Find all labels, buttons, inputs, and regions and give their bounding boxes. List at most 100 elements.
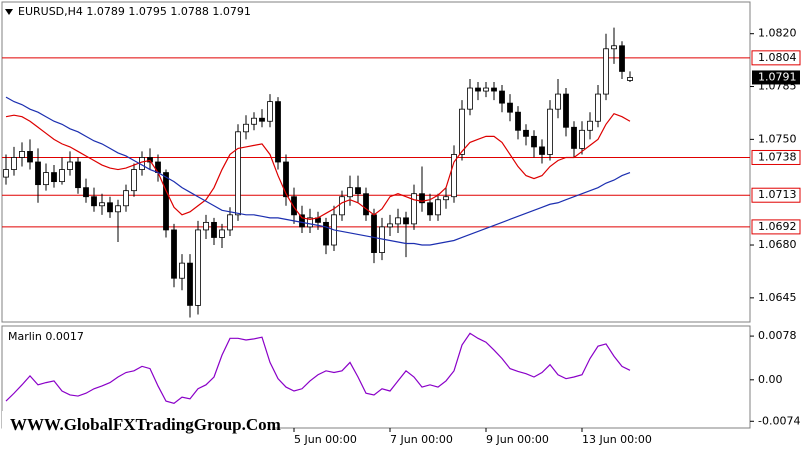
watermark-box [2,411,272,440]
last-price-label: 1.0791 [758,70,797,83]
y-tick-label: 0.0078 [758,329,797,342]
candle-body [475,87,481,92]
candle-body [531,135,537,148]
candle-body [507,102,513,113]
candle-body [539,146,545,155]
candle-body [347,187,353,198]
level-label-box [751,187,801,203]
candle-body [251,117,257,125]
candle-body [235,131,241,216]
candle-body [451,154,457,198]
candle-body [371,214,377,253]
candle-body [11,157,17,170]
last-price-box [752,70,800,85]
candle-body [219,229,225,238]
candle-body [571,126,577,149]
candle-body [19,151,25,158]
candle-body [403,217,409,225]
y-tick-label: 1.0820 [758,27,797,40]
candle-body [419,193,425,204]
candle-body [91,196,97,207]
candle-body [131,169,137,192]
x-tick-label: 5 Jun 00:00 [294,433,357,446]
candle-body [491,87,497,92]
candle-body [627,77,633,81]
candle-body [27,151,33,163]
candle-body [291,196,297,216]
x-tick-label: 13 Jun 00:00 [582,433,652,446]
candle-body [355,187,361,195]
candle-body [179,262,185,279]
y-tick-label: 0.00 [758,373,783,386]
candle-body [123,190,129,207]
candle-body [595,93,601,122]
x-tick-label: 9 Jun 00:00 [486,433,549,446]
candle-body [211,221,217,238]
indicator-line [5,332,631,404]
candle-body [363,193,369,216]
y-tick-label: 1.0680 [758,238,797,251]
candle-body [523,129,529,137]
candle-body [267,101,273,122]
candle-body [171,229,177,279]
candle-body [99,202,105,207]
level-label-box [751,149,801,165]
candle-body [515,111,521,131]
candle-body [499,90,505,104]
candle-body [323,221,329,246]
y-tick-label: -0.0074 [758,414,800,427]
candle-body [43,172,49,186]
candle-body [67,161,73,170]
moving-average [5,112,631,220]
candle-body [387,223,393,228]
candle-body [587,120,593,131]
candle-body [619,45,625,72]
chart-title: EURUSD,H4 1.0789 1.0795 1.0788 1.0791 [18,5,251,18]
candle-body [195,229,201,306]
candle-body [275,101,281,163]
level-label: 1.0804 [758,51,797,64]
candle-body [555,93,561,110]
candle-body [611,45,617,50]
watermark: WWW.GlobalFXTradingGroup.Com [10,415,281,434]
candle-body [283,161,289,198]
level-label: 1.0713 [758,188,797,201]
candle-body [163,172,169,231]
x-tick-label: 7 Jun 00:00 [390,433,453,446]
candle-body [603,48,609,95]
candle-body [307,217,313,228]
level-label-box [751,219,801,235]
candle-body [467,87,473,110]
candle-body [51,172,57,183]
candle-body [259,117,265,122]
candle-body [411,193,417,225]
candle-body [83,187,89,198]
candle-body [427,202,433,216]
indicator-title: Marlin 0.0017 [8,330,84,343]
candle-body [35,161,41,186]
candle-body [443,196,449,201]
candle-body [147,157,153,163]
main-panel [1,1,751,323]
candle-body [3,169,9,178]
y-tick-label: 1.0645 [758,291,797,304]
candle-body [435,199,441,216]
candle-body [75,161,81,189]
candle-body [459,108,465,155]
candle-body [107,202,113,213]
level-label: 1.0738 [758,150,797,163]
candle-body [115,205,121,213]
y-tick-label: 1.0750 [758,132,797,145]
candle-body [339,196,345,216]
candle-body [483,87,489,92]
candle-body [187,262,193,306]
candle-body [203,221,209,231]
candle-body [243,123,249,133]
candle-body [59,169,65,183]
moving-average [5,96,631,246]
level-label: 1.0692 [758,220,797,233]
candle-body [395,217,401,225]
collapse-marker [5,9,13,15]
candle-body [563,93,569,128]
